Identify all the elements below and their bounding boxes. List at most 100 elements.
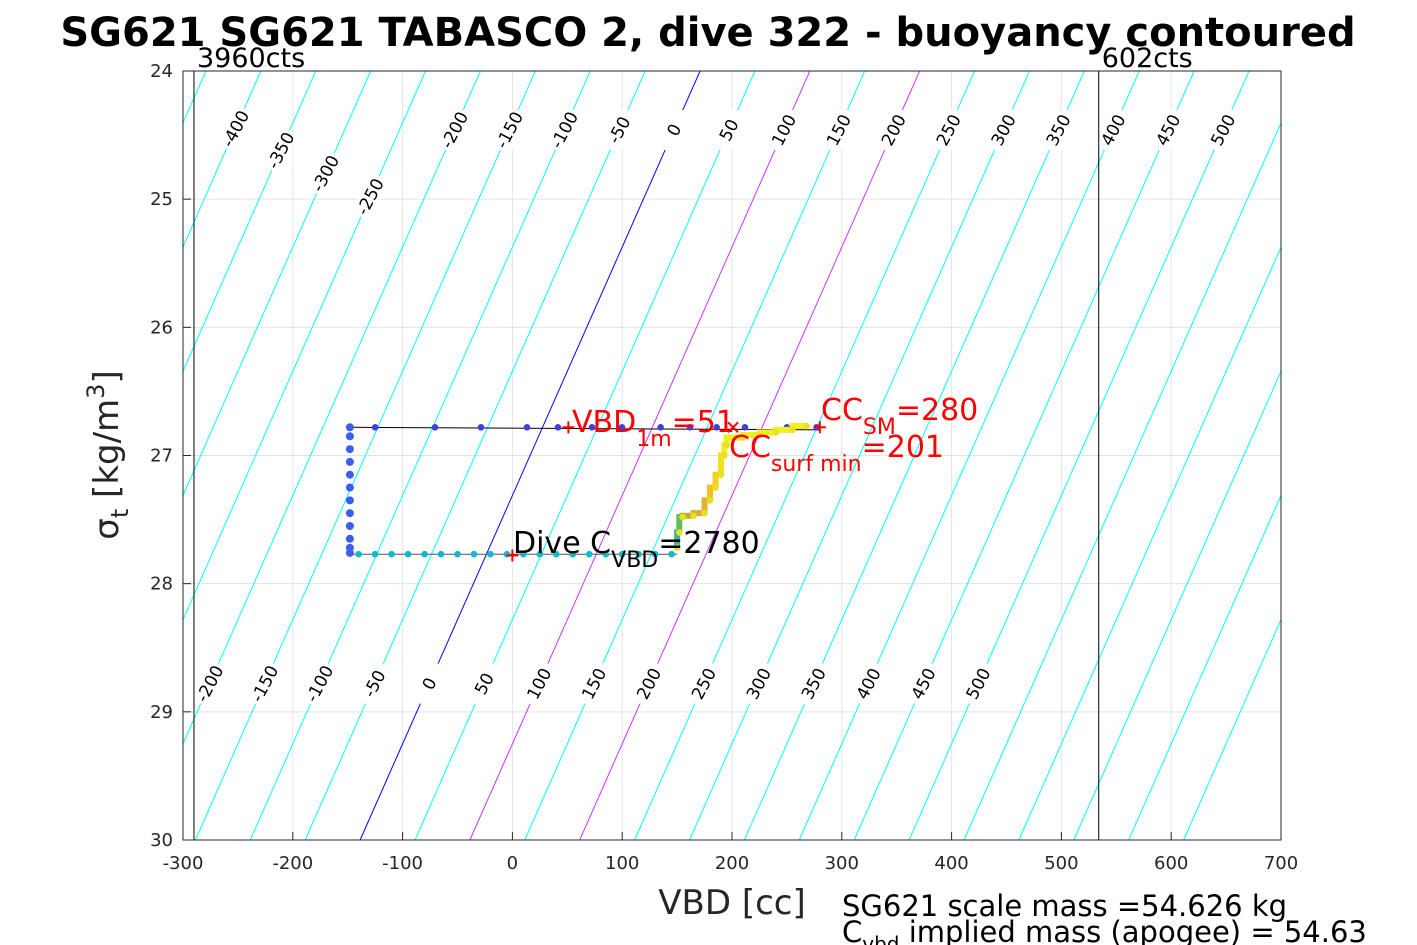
count-limit-lines: 3960cts 602cts: [193, 43, 1193, 840]
data-point-descent: [345, 534, 354, 543]
data-point-descent: [345, 457, 354, 466]
annotation-value: =51: [672, 405, 735, 440]
contour-label-bg: [358, 176, 383, 217]
contour-label-bg: [636, 663, 661, 704]
data-point-deep: [404, 550, 412, 558]
data-point-deep: [635, 550, 642, 558]
data-point-climb: [756, 431, 763, 439]
data-point-deep: [585, 550, 593, 558]
annotation-label: Dive CVBD=2780: [513, 526, 760, 573]
x-tick-label: -300: [163, 853, 204, 874]
annotation-sub: VBD: [611, 548, 658, 573]
contour-label-bg: [497, 109, 522, 150]
implied-mass-text: Cvbd implied mass (apogee) = 54.63: [842, 915, 1367, 945]
annotation-value: =280: [896, 393, 978, 428]
data-point-descent: [345, 483, 354, 492]
x-tick-label: 500: [1044, 853, 1078, 874]
contour-label-bg: [1156, 109, 1181, 150]
contour-label-bg: [1046, 109, 1071, 150]
contour-label-bg: [607, 109, 632, 150]
contour-label-bg: [313, 153, 338, 194]
data-point-climb: [789, 426, 796, 434]
annotation-main: VBD: [572, 405, 636, 440]
contour-label-bg: [1101, 109, 1126, 150]
contour-line-0: [359, 71, 701, 840]
x-tick-label: 100: [605, 853, 639, 874]
data-point-deep: [651, 550, 659, 558]
contour-label-bg: [801, 663, 826, 704]
data-point-descent-surface: [741, 424, 749, 431]
data-point-climb: [712, 484, 719, 491]
contour-line--400: [183, 71, 262, 249]
annotation-value: =201: [862, 430, 944, 465]
data-point-climb: [675, 529, 683, 536]
marker-x: [727, 421, 739, 434]
dive-data: [345, 422, 820, 558]
data-point-deep: [454, 550, 461, 558]
contour-label-bg: [307, 663, 332, 704]
contour-line--150: [194, 71, 536, 840]
contour-line--300: [183, 71, 372, 497]
annotation-label: VBD1m=51: [572, 405, 735, 452]
annotation-sub: surf min: [771, 452, 862, 477]
y-tick-label: 24: [150, 61, 173, 82]
data-point-climb: [772, 429, 780, 436]
data-point-climb: [701, 509, 708, 517]
surface-track-line: [349, 426, 820, 431]
data-point-descent-surface: [588, 424, 596, 431]
contour-label-bg: [856, 663, 881, 704]
contour-line-750: [1183, 618, 1281, 840]
data-point-descent: [345, 509, 354, 518]
count-line-label: 3960cts: [197, 43, 305, 74]
data-point-deep: [553, 550, 560, 558]
contour-label-bg: [746, 663, 771, 704]
contour-label-bg: [991, 109, 1016, 150]
data-point-climb: [706, 497, 714, 504]
data-point-descent-surface: [686, 424, 694, 431]
contour-line-150: [524, 71, 866, 840]
annotation-value: =2780: [658, 526, 759, 561]
data-point-deep: [602, 550, 610, 558]
data-point-climb: [690, 512, 697, 520]
contour-label-bg: [1210, 109, 1235, 150]
data-point-deep: [470, 550, 478, 558]
contour-line-600: [1018, 245, 1281, 840]
x-tick-label: -100: [382, 853, 423, 874]
contour-label-bg: [936, 109, 961, 150]
y-tick-label: 28: [150, 574, 173, 595]
contour-line-650: [1073, 370, 1281, 840]
annotation-main: CC: [821, 393, 863, 428]
contour-label-bg: [362, 663, 387, 704]
scale-mass-text: SG621 scale mass =54.626 kg: [842, 889, 1287, 923]
x-tick-label: -200: [272, 853, 313, 874]
annotation-main: CC: [729, 430, 771, 465]
contour-labels: -400-350-300-250-200 -150 -100 -50 0 50 100 150…: [193, 107, 1241, 705]
data-point-descent-surface: [554, 424, 562, 431]
contour-line-50: [414, 71, 756, 840]
contour-label-bg: [268, 130, 293, 171]
data-point-deep: [437, 550, 445, 558]
x-axis-label: VBD [cc]: [658, 883, 806, 923]
data-point-deep: [421, 550, 428, 558]
x-tick-label: 300: [825, 853, 859, 874]
data-point-descent-surface: [618, 424, 626, 431]
y-tick-label: 25: [150, 189, 173, 210]
data-point-climb: [739, 434, 747, 441]
x-tick-label: 700: [1264, 853, 1298, 874]
y-axis-label: σt [kg/m3]: [82, 370, 134, 539]
contour-label-bg: [966, 663, 991, 704]
contour-line-400: [798, 71, 1140, 840]
data-point-deep: [503, 550, 511, 558]
data-point-climb: [803, 422, 810, 430]
y-tick-label: 30: [150, 830, 173, 851]
data-point-deep: [388, 550, 395, 558]
contour-label-bg: [716, 109, 741, 150]
contour-label-bg: [771, 109, 796, 150]
contour-label-bg: [826, 109, 851, 150]
data-point-descent-surface: [713, 424, 720, 431]
buoyancy-contours: [183, 71, 1281, 840]
contour-line-450: [853, 71, 1195, 840]
contour-line-250: [634, 71, 976, 840]
data-point-climb: [679, 513, 686, 521]
chart-title: SG621 SG621 TABASCO 2, dive 322 - buoyan…: [60, 10, 1355, 56]
